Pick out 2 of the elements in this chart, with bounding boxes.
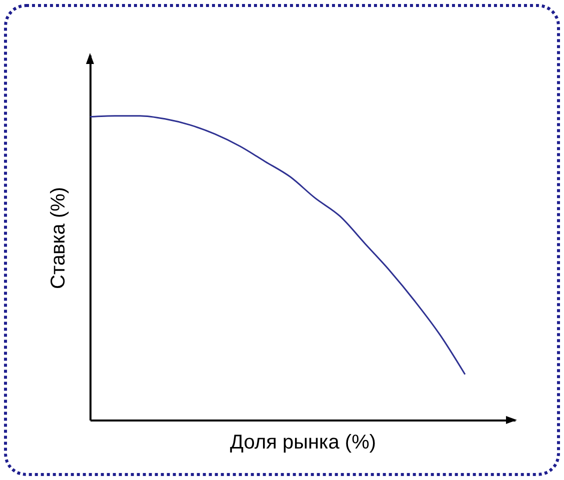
y-axis-title: Ставка (%) xyxy=(48,186,70,290)
x-axis-title: Доля рынка (%) xyxy=(230,432,376,454)
